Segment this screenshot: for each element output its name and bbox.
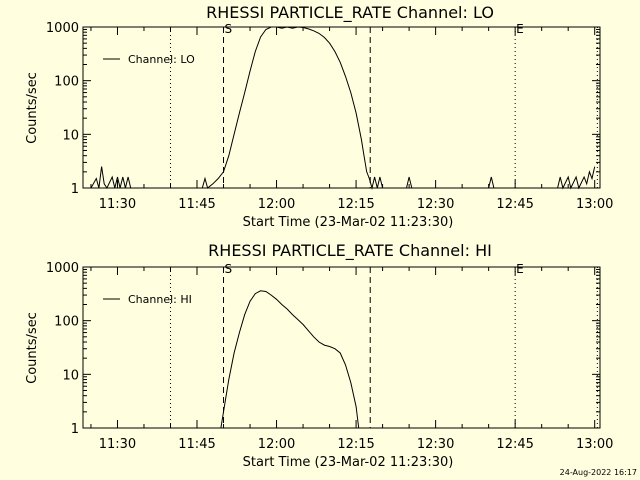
lo-plot-area: 11:30 11:45 12:00 12:15 12:30 12:45 13:00 1 10 10… — [46, 21, 614, 212]
hi-plot-area: 11:30 11:45 12:00 12:15 12:30 12:45 13:00 1 10 10… — [46, 261, 614, 452]
footer-timestamp: 24-Aug-2022 16:17 — [560, 468, 637, 477]
lo-x-tick-label: 11:45 — [178, 197, 215, 212]
hi-x-tick-label: 12:30 — [417, 437, 454, 452]
hi-x-tick-label: 11:45 — [178, 437, 215, 452]
hi-x-tick-label: 12:15 — [337, 437, 374, 452]
lo-x-tick-label: 12:00 — [258, 197, 295, 212]
hi-legend-label: Channel: HI — [128, 293, 192, 306]
lo-x-axis-label: Start Time (23-Mar-02 11:23:30) — [243, 215, 454, 230]
lo-y-axis-label: Counts/sec — [25, 72, 40, 144]
lo-series-line — [90, 26, 596, 190]
hi-channel-panel: RHESSI PARTICLE_RATE Channel: HI 11:30 11… — [25, 241, 613, 470]
hi-y-tick-label: 10 — [62, 368, 79, 383]
lo-x-tick-label: 12:30 — [417, 197, 454, 212]
hi-x-tick-label: 12:45 — [496, 437, 533, 452]
lo-channel-panel: RHESSI PARTICLE_RATE Channel: LO 11:30 11… — [25, 3, 613, 230]
lo-chart-title: RHESSI PARTICLE_RATE Channel: LO — [206, 3, 494, 23]
lo-marker-label-s: S — [225, 22, 233, 36]
lo-x-tick-label: 13:00 — [576, 197, 613, 212]
lo-x-tick-label: 12:15 — [337, 197, 374, 212]
hi-y-axis-label: Counts/sec — [25, 312, 40, 384]
hi-marker-label-e: E — [516, 262, 524, 276]
hi-y-tick-label: 1000 — [46, 261, 79, 276]
hi-y-tick-label: 100 — [54, 315, 79, 330]
lo-plot-frame — [82, 26, 601, 189]
lo-y-tick-label: 1 — [71, 182, 79, 197]
lo-y-tick-label: 1000 — [46, 21, 79, 36]
hi-x-tick-label: 11:30 — [99, 437, 136, 452]
lo-x-tick-label: 12:45 — [496, 197, 533, 212]
lo-y-tick-label: 100 — [54, 75, 79, 90]
hi-marker-label-s: S — [225, 262, 233, 276]
lo-y-tick-label: 10 — [62, 128, 79, 143]
hi-plot-frame — [82, 266, 601, 429]
hi-series-line — [220, 290, 360, 429]
hi-x-axis-label: Start Time (23-Mar-02 11:23:30) — [243, 455, 454, 470]
hi-x-tick-label: 13:00 — [576, 437, 613, 452]
lo-legend-label: Channel: LO — [128, 53, 195, 66]
lo-x-tick-label: 11:30 — [99, 197, 136, 212]
lo-marker-label-e: E — [516, 22, 524, 36]
hi-chart-title: RHESSI PARTICLE_RATE Channel: HI — [208, 241, 492, 261]
hi-x-tick-label: 12:00 — [258, 437, 295, 452]
hi-y-tick-label: 1 — [71, 422, 79, 437]
